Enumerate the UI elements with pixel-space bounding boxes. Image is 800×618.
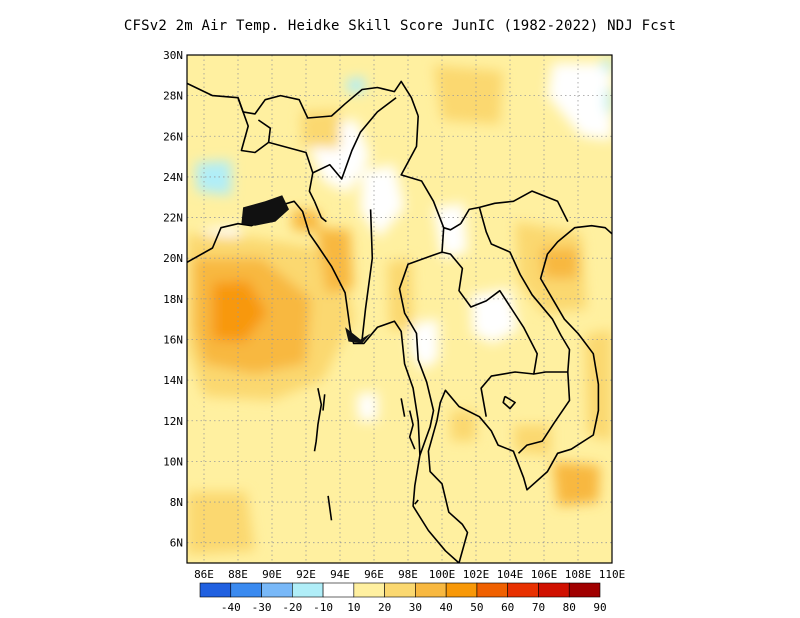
colorbar-label: -20 [282, 601, 302, 614]
lon-tick-label: 90E [262, 568, 282, 581]
lon-tick-label: 110E [599, 568, 626, 581]
colorbar-label: 60 [501, 601, 514, 614]
lon-tick-label: 104E [497, 568, 524, 581]
colorbar-swatch [507, 582, 539, 598]
colorbar-label: 80 [563, 601, 576, 614]
lon-tick-label: 102E [463, 568, 490, 581]
colorbar-label: 90 [593, 601, 606, 614]
shading-region-light [513, 424, 551, 456]
colorbar-label: 30 [409, 601, 422, 614]
lon-tick-label: 94E [330, 568, 350, 581]
lat-tick-label: 8N [170, 496, 183, 509]
boundary-line [313, 388, 323, 452]
lat-tick-label: 30N [163, 49, 183, 62]
colorbar-label: -10 [313, 601, 333, 614]
plot-frame [186, 54, 613, 564]
lon-tick-label: 100E [429, 568, 456, 581]
lat-tick-label: 24N [163, 171, 183, 184]
colorbar-swatch [322, 582, 355, 598]
lat-tick-label: 20N [163, 252, 183, 265]
lon-tick-label: 88E [228, 568, 248, 581]
grid [187, 55, 612, 563]
colorbar [199, 582, 601, 598]
shading-region-light [450, 410, 476, 442]
boundary-line [322, 394, 326, 411]
colorbar-labels: -40 -30 -20 -10 10 20 30 40 50 60 70 80 90 [221, 601, 607, 614]
shading-region-mid [540, 248, 578, 279]
lat-tick-label: 14N [163, 374, 183, 387]
boundary-line [414, 499, 419, 505]
shading-region-cyan [195, 160, 232, 196]
shading-region-strong [212, 280, 267, 342]
lat-tick-labels: 30N 28N 26N 24N 22N 20N 18N 16N 14N 12N 10N 8N 6N [163, 49, 183, 550]
boundary-line [400, 398, 406, 417]
lat-tick-label: 18N [163, 293, 183, 306]
delta-coastline [345, 327, 371, 344]
boundary-line [441, 227, 568, 375]
shading-region-mid [552, 461, 601, 507]
colorbar-swatch [384, 582, 416, 598]
boundary-line [460, 190, 569, 225]
boundary-line [327, 495, 333, 521]
lat-tick-label: 10N [163, 455, 183, 468]
boundary-line [313, 200, 327, 223]
colorbar-swatch [445, 582, 478, 598]
shading-region-light [433, 65, 504, 125]
boundary-line [480, 371, 534, 417]
boundary-line [427, 224, 612, 563]
boundary-line [398, 251, 443, 456]
delta-coastline [241, 195, 289, 226]
colorbar-label: 40 [440, 601, 453, 614]
colorbar-swatch [230, 582, 262, 598]
lat-tick-label: 26N [163, 130, 183, 143]
shading-region-cyan [346, 77, 366, 94]
colorbar-label: 70 [532, 601, 545, 614]
lon-tick-label: 92E [296, 568, 316, 581]
lon-tick-label: 96E [364, 568, 384, 581]
colorbar-swatch [199, 582, 232, 598]
lon-tick-label: 108E [565, 568, 592, 581]
shading-region-white [547, 63, 612, 141]
colorbar-label: 50 [470, 601, 483, 614]
lat-tick-label: 16N [163, 333, 183, 346]
shading-region-mid [316, 227, 354, 293]
lat-tick-label: 12N [163, 415, 183, 428]
colorbar-swatch [538, 582, 570, 598]
lon-tick-label: 106E [531, 568, 558, 581]
boundary-line [400, 115, 462, 231]
boundary-line [361, 209, 374, 340]
shading-region-light [187, 491, 255, 555]
coastlines [187, 80, 612, 563]
boundary-line [502, 395, 516, 410]
lon-tick-labels: 86E 88E 90E 92E 94E 96E 98E 100E 102E 104E 106E 108… [194, 568, 625, 581]
boundary-line [312, 97, 397, 180]
colorbar-label: -40 [221, 601, 241, 614]
colorbar-swatch [476, 582, 508, 598]
lon-tick-label: 98E [398, 568, 418, 581]
shading-region-white [409, 319, 439, 370]
boundary-line [478, 207, 571, 454]
lat-tick-label: 6N [170, 537, 183, 550]
shaded-field [187, 55, 612, 563]
lat-tick-label: 28N [163, 90, 183, 103]
colorbar-swatch [261, 582, 293, 598]
lat-tick-label: 22N [163, 212, 183, 225]
colorbar-label: 10 [347, 601, 360, 614]
map-title: CFSv2 2m Air Temp. Heidke Skill Score Ju… [123, 18, 677, 34]
shading-region-cyan [605, 89, 612, 112]
shading-region-cyan [601, 59, 612, 72]
shading-region-white [357, 392, 378, 421]
boundary-line [257, 119, 272, 143]
colorbar-swatch [353, 582, 385, 598]
colorbar-swatch [292, 582, 324, 598]
lon-tick-label: 86E [194, 568, 214, 581]
colorbar-label: 20 [378, 601, 391, 614]
shading-region-light [300, 109, 340, 149]
colorbar-swatch [415, 582, 447, 598]
colorbar-label: -30 [252, 601, 272, 614]
colorbar-swatch [568, 582, 601, 598]
boundary-line [408, 410, 416, 450]
